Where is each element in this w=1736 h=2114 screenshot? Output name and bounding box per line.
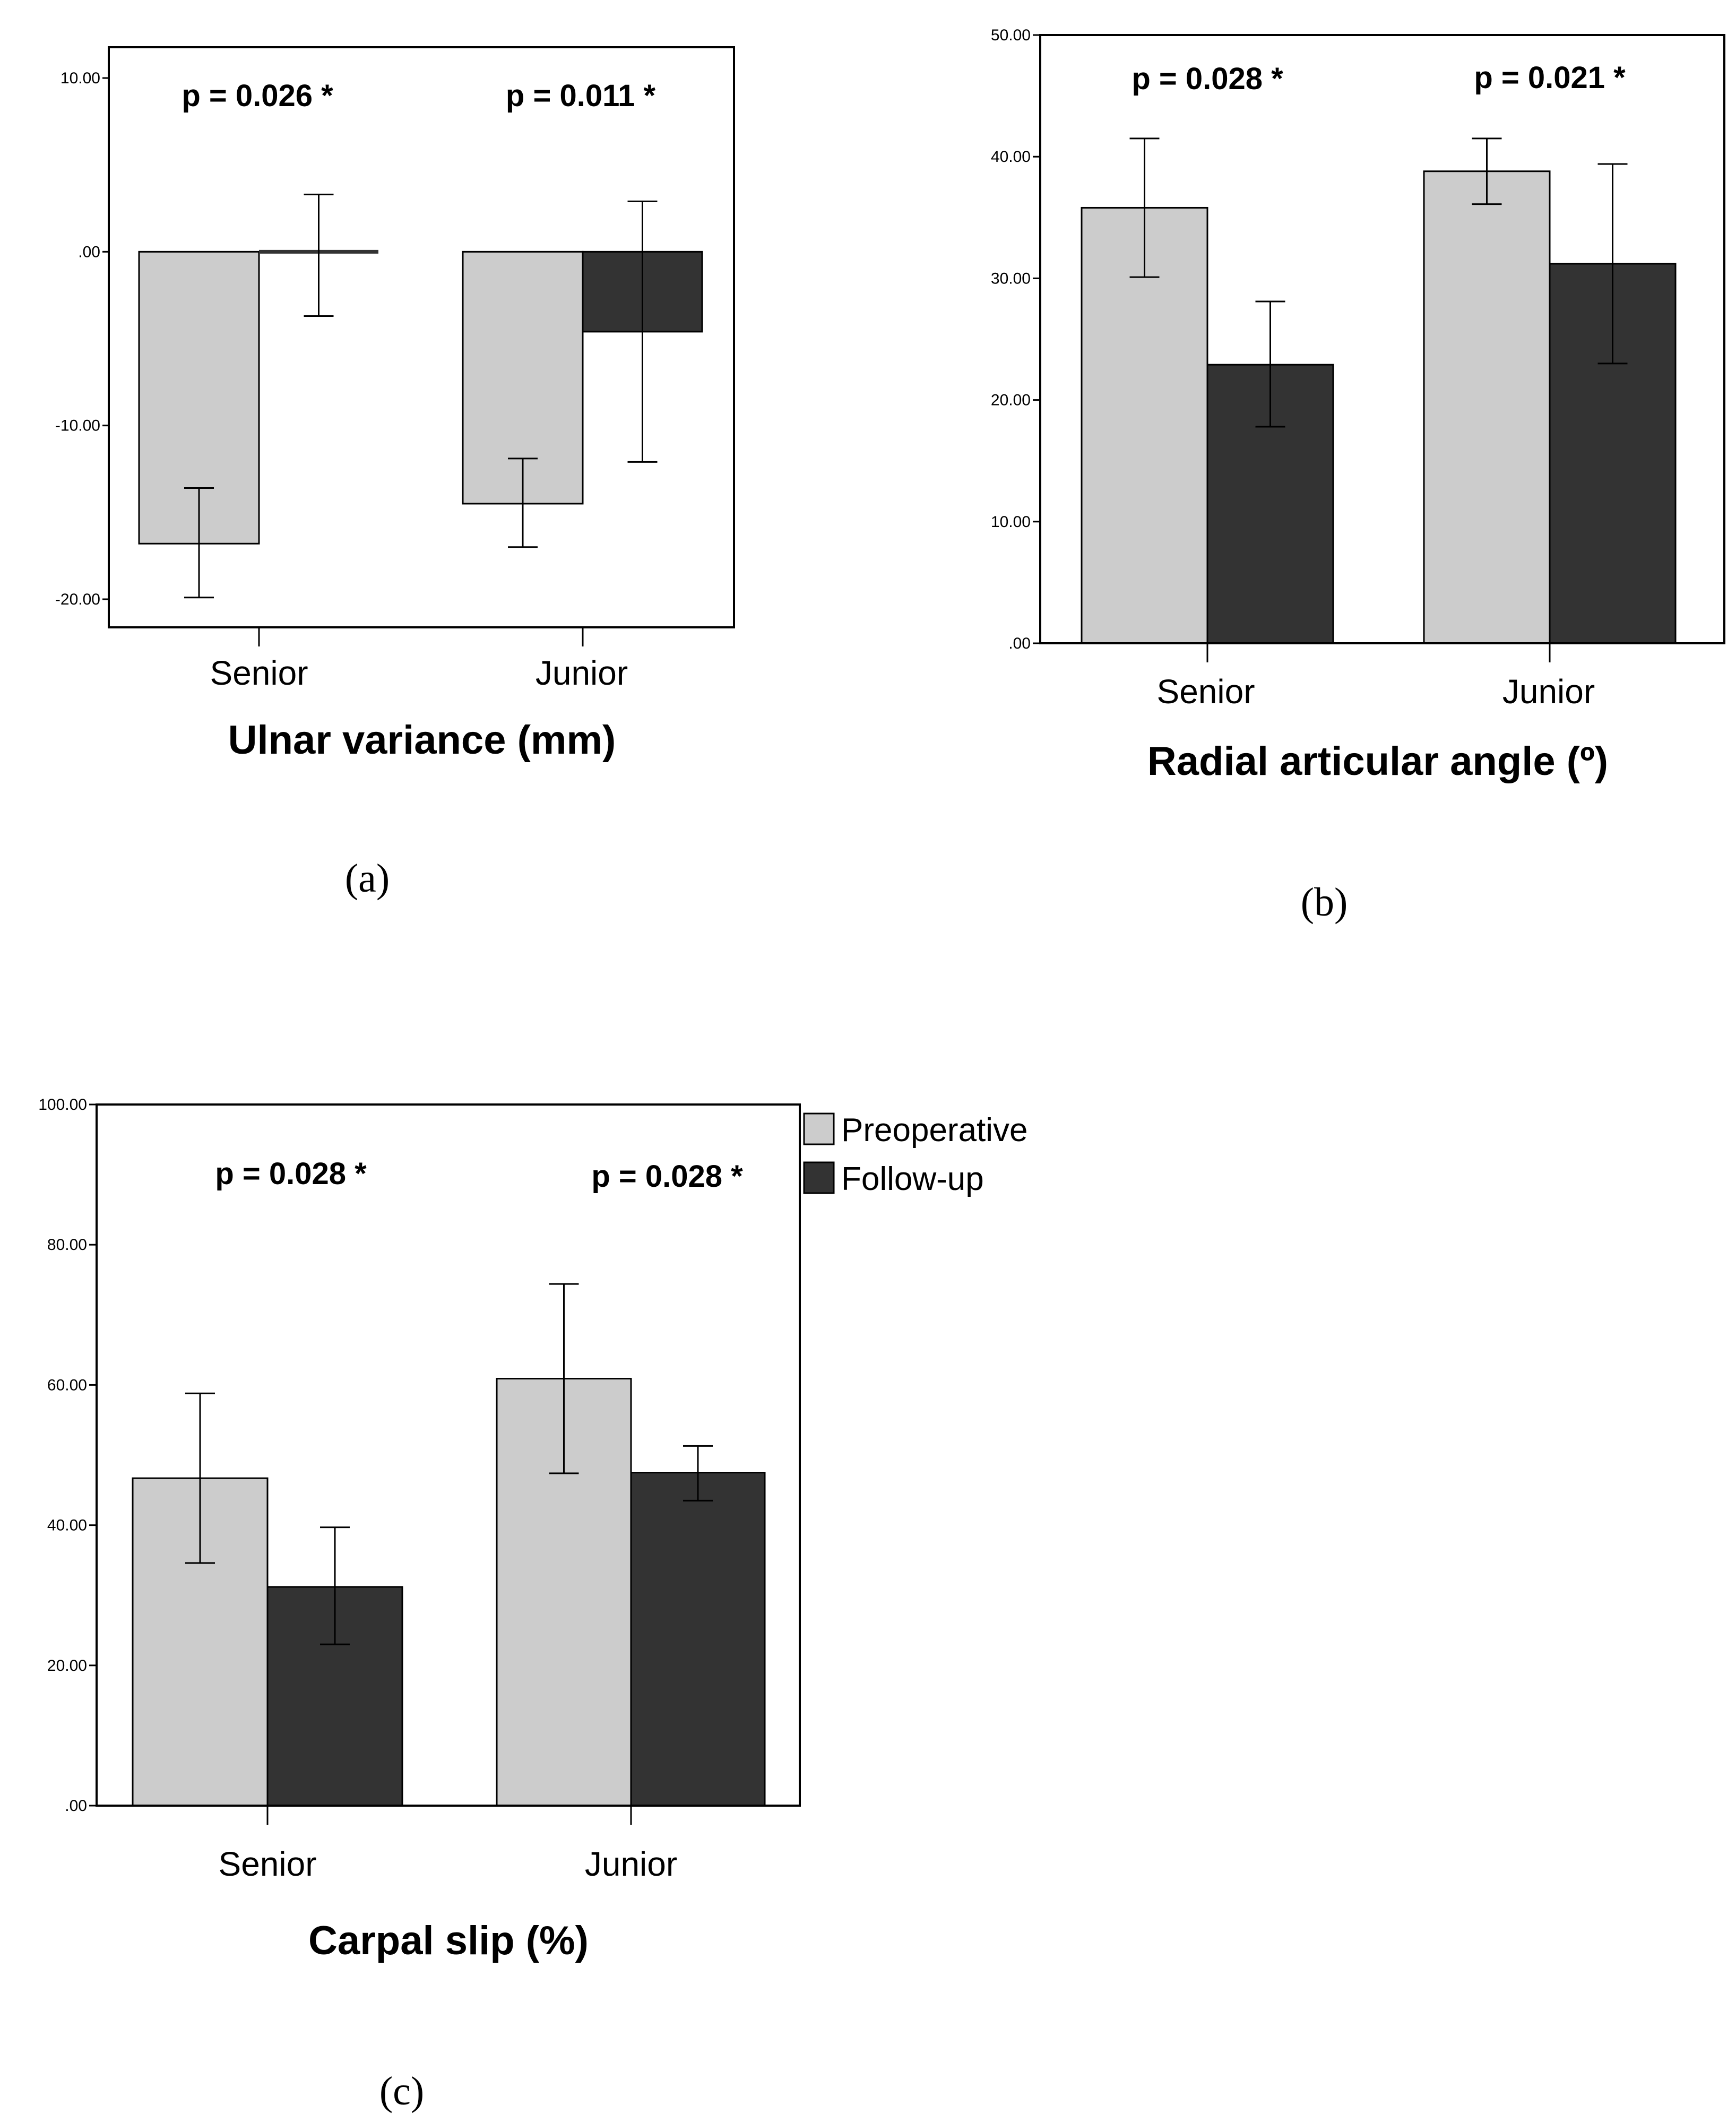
bar: [1423, 170, 1551, 644]
category-label: Senior: [219, 1845, 317, 1883]
category-label: Senior: [1157, 672, 1255, 711]
annotation: p = 0.028 *: [1132, 62, 1283, 96]
y-tick-label: .00: [65, 1797, 87, 1815]
y-tick-label: 20.00: [991, 392, 1031, 409]
bar: [630, 1472, 766, 1807]
y-tick-label: 40.00: [991, 148, 1031, 166]
panel-label-b: (b): [1301, 880, 1348, 925]
y-tick-label: 10.00: [61, 70, 100, 87]
panel-label-a: (a): [345, 856, 390, 901]
annotation: p = 0.011 *: [506, 79, 656, 113]
category-label: Junior: [585, 1845, 677, 1883]
y-tick-label: .00: [1008, 635, 1031, 652]
y-tick-label: 50.00: [991, 27, 1031, 44]
legend-label-follow-up: Follow-up: [841, 1161, 984, 1197]
category-label: Senior: [210, 654, 308, 692]
y-tick-label: 100.00: [38, 1096, 87, 1114]
annotation: p = 0.028 *: [591, 1159, 743, 1194]
y-tick-label: .00: [78, 243, 100, 261]
chart-panel-b: 50.00 40.00 30.00 20.00 10.00 .00 p = 0.028 *…: [991, 27, 1725, 784]
legend: Preoperative Follow-up: [803, 1112, 1028, 1197]
y-tick-label: 40.00: [47, 1517, 87, 1534]
x-axis-title: Carpal slip (%): [308, 1918, 589, 1963]
chart-panel-c: 100.00 80.00 60.00 40.00 20.00 .00 p = 0.028 …: [38, 1096, 801, 1963]
legend-swatch-follow-up: [803, 1161, 835, 1194]
category-label: Junior: [1502, 672, 1595, 711]
y-tick-label: 20.00: [47, 1657, 87, 1675]
legend-swatch-preoperative: [803, 1112, 835, 1145]
y-tick-label: 60.00: [47, 1376, 87, 1394]
x-axis-title: Ulnar variance (mm): [228, 718, 616, 763]
annotation: p = 0.026 *: [182, 79, 333, 113]
y-tick-label: 30.00: [991, 270, 1031, 287]
y-tick-label: -10.00: [55, 417, 100, 435]
legend-label-preoperative: Preoperative: [841, 1112, 1028, 1149]
chart-panel-a: 10.00 .00 -10.00 -20.00 p = 0.026 * p = 0.0…: [55, 46, 735, 763]
annotation: p = 0.028 *: [215, 1157, 367, 1191]
y-tick-label: -20.00: [55, 591, 100, 608]
annotation: p = 0.021 *: [1474, 61, 1626, 95]
panel-label-c: (c): [379, 2069, 424, 2113]
x-axis-title: Radial articular angle (º): [1147, 739, 1608, 784]
category-label: Junior: [536, 654, 628, 692]
y-tick-label: 10.00: [991, 513, 1031, 531]
plot-frame: [108, 46, 735, 628]
y-tick-label: 80.00: [47, 1236, 87, 1254]
